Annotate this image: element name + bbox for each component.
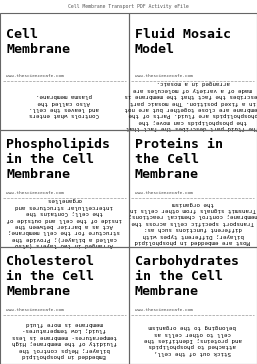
Text: www.thesciencecafe.com: www.thesciencecafe.com [135, 74, 193, 78]
Text: Proteins in
the Cell
Membrane: Proteins in the Cell Membrane [135, 138, 223, 181]
Text: Arranged in two layers (also
called a bilayer); Provide the
structure for the ce: Arranged in two layers (also called a bi… [6, 197, 122, 247]
Text: Embedded in phospholipid
bilayer; Helps control the
fluidity of the membrane; Hi: Embedded in phospholipid bilayer; Helps … [12, 321, 117, 358]
Text: Controls what enters
and leaves the cell.
Also called the
plasma membrane.: Controls what enters and leaves the cell… [29, 93, 99, 117]
Text: Most are embedded in phospholipid
bilayer; Different types with
different functi: Most are embedded in phospholipid bilaye… [128, 201, 257, 244]
Text: www.thesciencecafe.com: www.thesciencecafe.com [6, 191, 64, 195]
Text: www.thesciencecafe.com: www.thesciencecafe.com [135, 191, 193, 195]
Text: The fluid part describes the fact that
the phospholipids can move; the
phospholi: The fluid part describes the fact that t… [124, 80, 257, 130]
Text: Cholesterol
in the Cell
Membrane: Cholesterol in the Cell Membrane [6, 255, 94, 298]
Text: Phospholipids
in the Cell
Membrane: Phospholipids in the Cell Membrane [6, 138, 111, 181]
Text: www.thesciencecafe.com: www.thesciencecafe.com [135, 308, 193, 312]
Text: Cell
Membrane: Cell Membrane [6, 28, 70, 56]
Text: www.thesciencecafe.com: www.thesciencecafe.com [6, 74, 64, 78]
Text: Carbohydrates
in the Cell
Membrane: Carbohydrates in the Cell Membrane [135, 255, 239, 298]
Text: Cell Membrane Transport PDF Activity eFile: Cell Membrane Transport PDF Activity eFi… [68, 4, 189, 9]
Text: www.thesciencecafe.com: www.thesciencecafe.com [6, 308, 64, 312]
Text: Stick out of the cell,
attached to phospholipids
and proteins; Identifies the
ce: Stick out of the cell, attached to phosp… [144, 324, 242, 355]
Text: Fluid Mosaic
Model: Fluid Mosaic Model [135, 28, 231, 56]
